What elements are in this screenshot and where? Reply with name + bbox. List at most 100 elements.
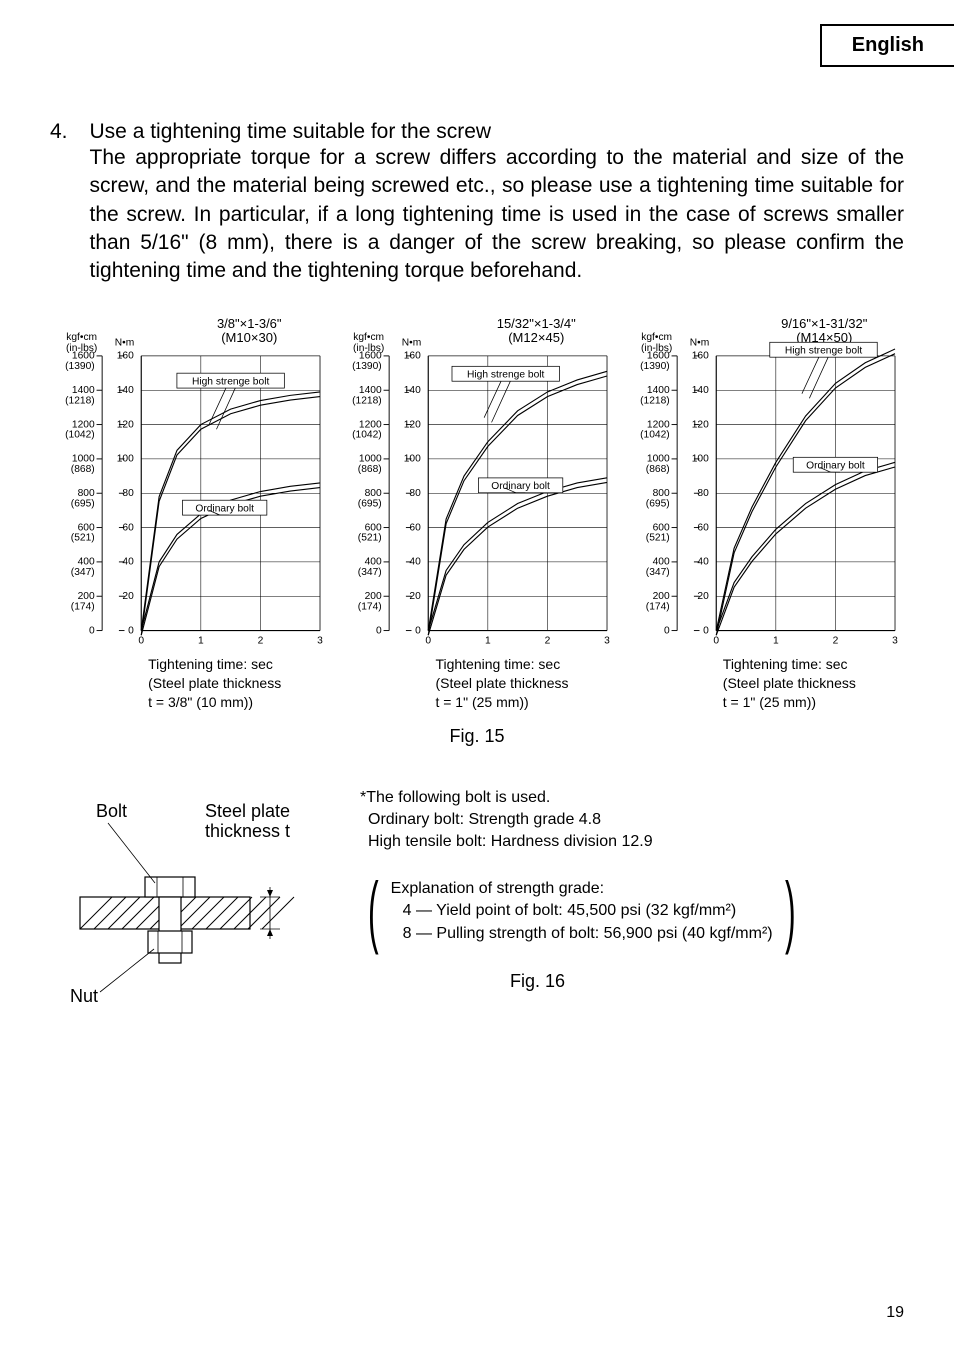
fig-16-row: BoltSteel platethickness tNut *The follo… <box>50 787 904 1022</box>
fig-16-diagram: BoltSteel platethickness tNut <box>50 787 330 1022</box>
fig16-note3: High tensile bolt: Hardness division 12.… <box>360 831 904 853</box>
svg-text:(521): (521) <box>71 532 95 543</box>
svg-text:60: 60 <box>697 522 709 533</box>
svg-text:120: 120 <box>404 419 421 430</box>
svg-text:2: 2 <box>832 635 838 646</box>
svg-text:3: 3 <box>892 635 898 646</box>
svg-text:N•m: N•m <box>115 337 135 348</box>
svg-text:(M12×45): (M12×45) <box>509 330 565 345</box>
svg-text:140: 140 <box>117 385 134 396</box>
bracket-block: ( Explanation of strength grade: 4 — Yie… <box>360 878 904 945</box>
page-number: 19 <box>886 1304 904 1322</box>
svg-text:3: 3 <box>604 635 610 646</box>
svg-text:20: 20 <box>410 591 422 602</box>
bolt-diagram-svg: BoltSteel platethickness tNut <box>50 787 330 1017</box>
svg-text:High strenge bolt: High strenge bolt <box>192 376 270 387</box>
chart-2-caption: Tightening time: sec (Steel plate thickn… <box>385 655 568 712</box>
svg-text:(1042): (1042) <box>65 429 95 440</box>
svg-text:100: 100 <box>404 453 421 464</box>
svg-text:(1218): (1218) <box>65 395 95 406</box>
svg-text:(695): (695) <box>358 498 382 509</box>
charts-row: 3/8"×1-3/6"(M10×30)kgf•cm(in-lbs)N•mTigh… <box>50 314 904 712</box>
section-4: 4. Use a tightening time suitable for th… <box>50 120 904 286</box>
svg-text:(347): (347) <box>645 567 669 578</box>
svg-text:60: 60 <box>410 522 422 533</box>
svg-text:3: 3 <box>317 635 323 646</box>
svg-text:0: 0 <box>415 625 421 636</box>
section-number: 4. <box>50 120 68 286</box>
svg-text:(1042): (1042) <box>640 429 670 440</box>
svg-text:(1390): (1390) <box>352 361 382 372</box>
svg-text:80: 80 <box>122 488 134 499</box>
svg-text:(1390): (1390) <box>640 361 670 372</box>
svg-text:(1218): (1218) <box>352 395 382 406</box>
svg-text:9/16"×1-31/32": 9/16"×1-31/32" <box>781 316 868 331</box>
svg-text:(1042): (1042) <box>352 429 382 440</box>
svg-text:3/8"×1-3/6": 3/8"×1-3/6" <box>217 316 282 331</box>
svg-text:Ordinary bolt: Ordinary bolt <box>492 481 551 492</box>
svg-text:100: 100 <box>691 453 708 464</box>
svg-text:(1390): (1390) <box>65 361 95 372</box>
svg-text:100: 100 <box>117 453 134 464</box>
svg-text:15/32"×1-3/4": 15/32"×1-3/4" <box>497 316 576 331</box>
svg-text:80: 80 <box>410 488 422 499</box>
svg-text:0: 0 <box>703 625 709 636</box>
svg-text:kgf•cm: kgf•cm <box>641 332 672 343</box>
svg-text:0: 0 <box>128 625 134 636</box>
svg-text:2: 2 <box>545 635 551 646</box>
svg-text:0: 0 <box>664 625 670 636</box>
svg-text:(521): (521) <box>645 532 669 543</box>
svg-text:20: 20 <box>697 591 709 602</box>
svg-text:1: 1 <box>198 635 204 646</box>
svg-text:0: 0 <box>376 625 382 636</box>
svg-text:160: 160 <box>404 350 421 361</box>
svg-text:(868): (868) <box>358 464 382 475</box>
svg-text:(695): (695) <box>71 498 95 509</box>
fig16-note1: *The following bolt is used. <box>360 787 904 809</box>
svg-text:(174): (174) <box>71 601 95 612</box>
svg-text:(868): (868) <box>71 464 95 475</box>
svg-text:140: 140 <box>404 385 421 396</box>
svg-text:(174): (174) <box>645 601 669 612</box>
svg-text:20: 20 <box>122 591 134 602</box>
svg-text:High strenge bolt: High strenge bolt <box>467 369 545 380</box>
chart-1-svg: 3/8"×1-3/6"(M10×30)kgf•cm(in-lbs)N•mTigh… <box>50 314 329 649</box>
fig-16-text: *The following bolt is used. Ordinary bo… <box>360 787 904 1022</box>
chart-3: 9/16"×1-31/32"(M14×50)kgf•cm(in-lbs)N•mT… <box>625 314 904 712</box>
chart-1-caption: Tightening time: sec (Steel plate thickn… <box>98 655 281 712</box>
svg-text:0: 0 <box>713 635 719 646</box>
svg-text:kgf•cm: kgf•cm <box>66 332 97 343</box>
chart-3-caption: Tightening time: sec (Steel plate thickn… <box>673 655 856 712</box>
fig16-note2: Ordinary bolt: Strength grade 4.8 <box>360 809 904 831</box>
svg-text:(521): (521) <box>358 532 382 543</box>
svg-text:160: 160 <box>117 350 134 361</box>
svg-text:(174): (174) <box>358 601 382 612</box>
svg-text:kgf•cm: kgf•cm <box>354 332 385 343</box>
fig-16-label: Fig. 16 <box>360 969 904 994</box>
svg-text:Ordinary bolt: Ordinary bolt <box>806 460 865 471</box>
bracket-line1: 4 — Yield point of bolt: 45,500 psi (32 … <box>391 900 773 922</box>
svg-text:1: 1 <box>485 635 491 646</box>
svg-text:40: 40 <box>122 556 134 567</box>
svg-text:60: 60 <box>122 522 134 533</box>
svg-text:thickness t: thickness t <box>205 821 290 841</box>
svg-text:N•m: N•m <box>689 337 709 348</box>
section-body: Use a tightening time suitable for the s… <box>90 120 904 286</box>
svg-text:120: 120 <box>691 419 708 430</box>
language-tab: English <box>820 24 954 67</box>
svg-text:Bolt: Bolt <box>96 801 127 821</box>
svg-text:(M10×30): (M10×30) <box>221 330 277 345</box>
svg-text:0: 0 <box>89 625 95 636</box>
svg-text:2: 2 <box>258 635 264 646</box>
svg-text:1: 1 <box>773 635 779 646</box>
svg-text:(1218): (1218) <box>640 395 670 406</box>
section-heading: Use a tightening time suitable for the s… <box>90 120 904 144</box>
section-text: The appropriate torque for a screw diffe… <box>90 144 904 286</box>
chart-3-svg: 9/16"×1-31/32"(M14×50)kgf•cm(in-lbs)N•mT… <box>625 314 904 649</box>
svg-text:40: 40 <box>410 556 422 567</box>
svg-text:(347): (347) <box>358 567 382 578</box>
chart-2: 15/32"×1-3/4"(M12×45)kgf•cm(in-lbs)N•mTi… <box>337 314 616 712</box>
bracket-title: Explanation of strength grade: <box>391 878 773 900</box>
svg-text:Steel plate: Steel plate <box>205 801 290 821</box>
svg-text:N•m: N•m <box>402 337 422 348</box>
